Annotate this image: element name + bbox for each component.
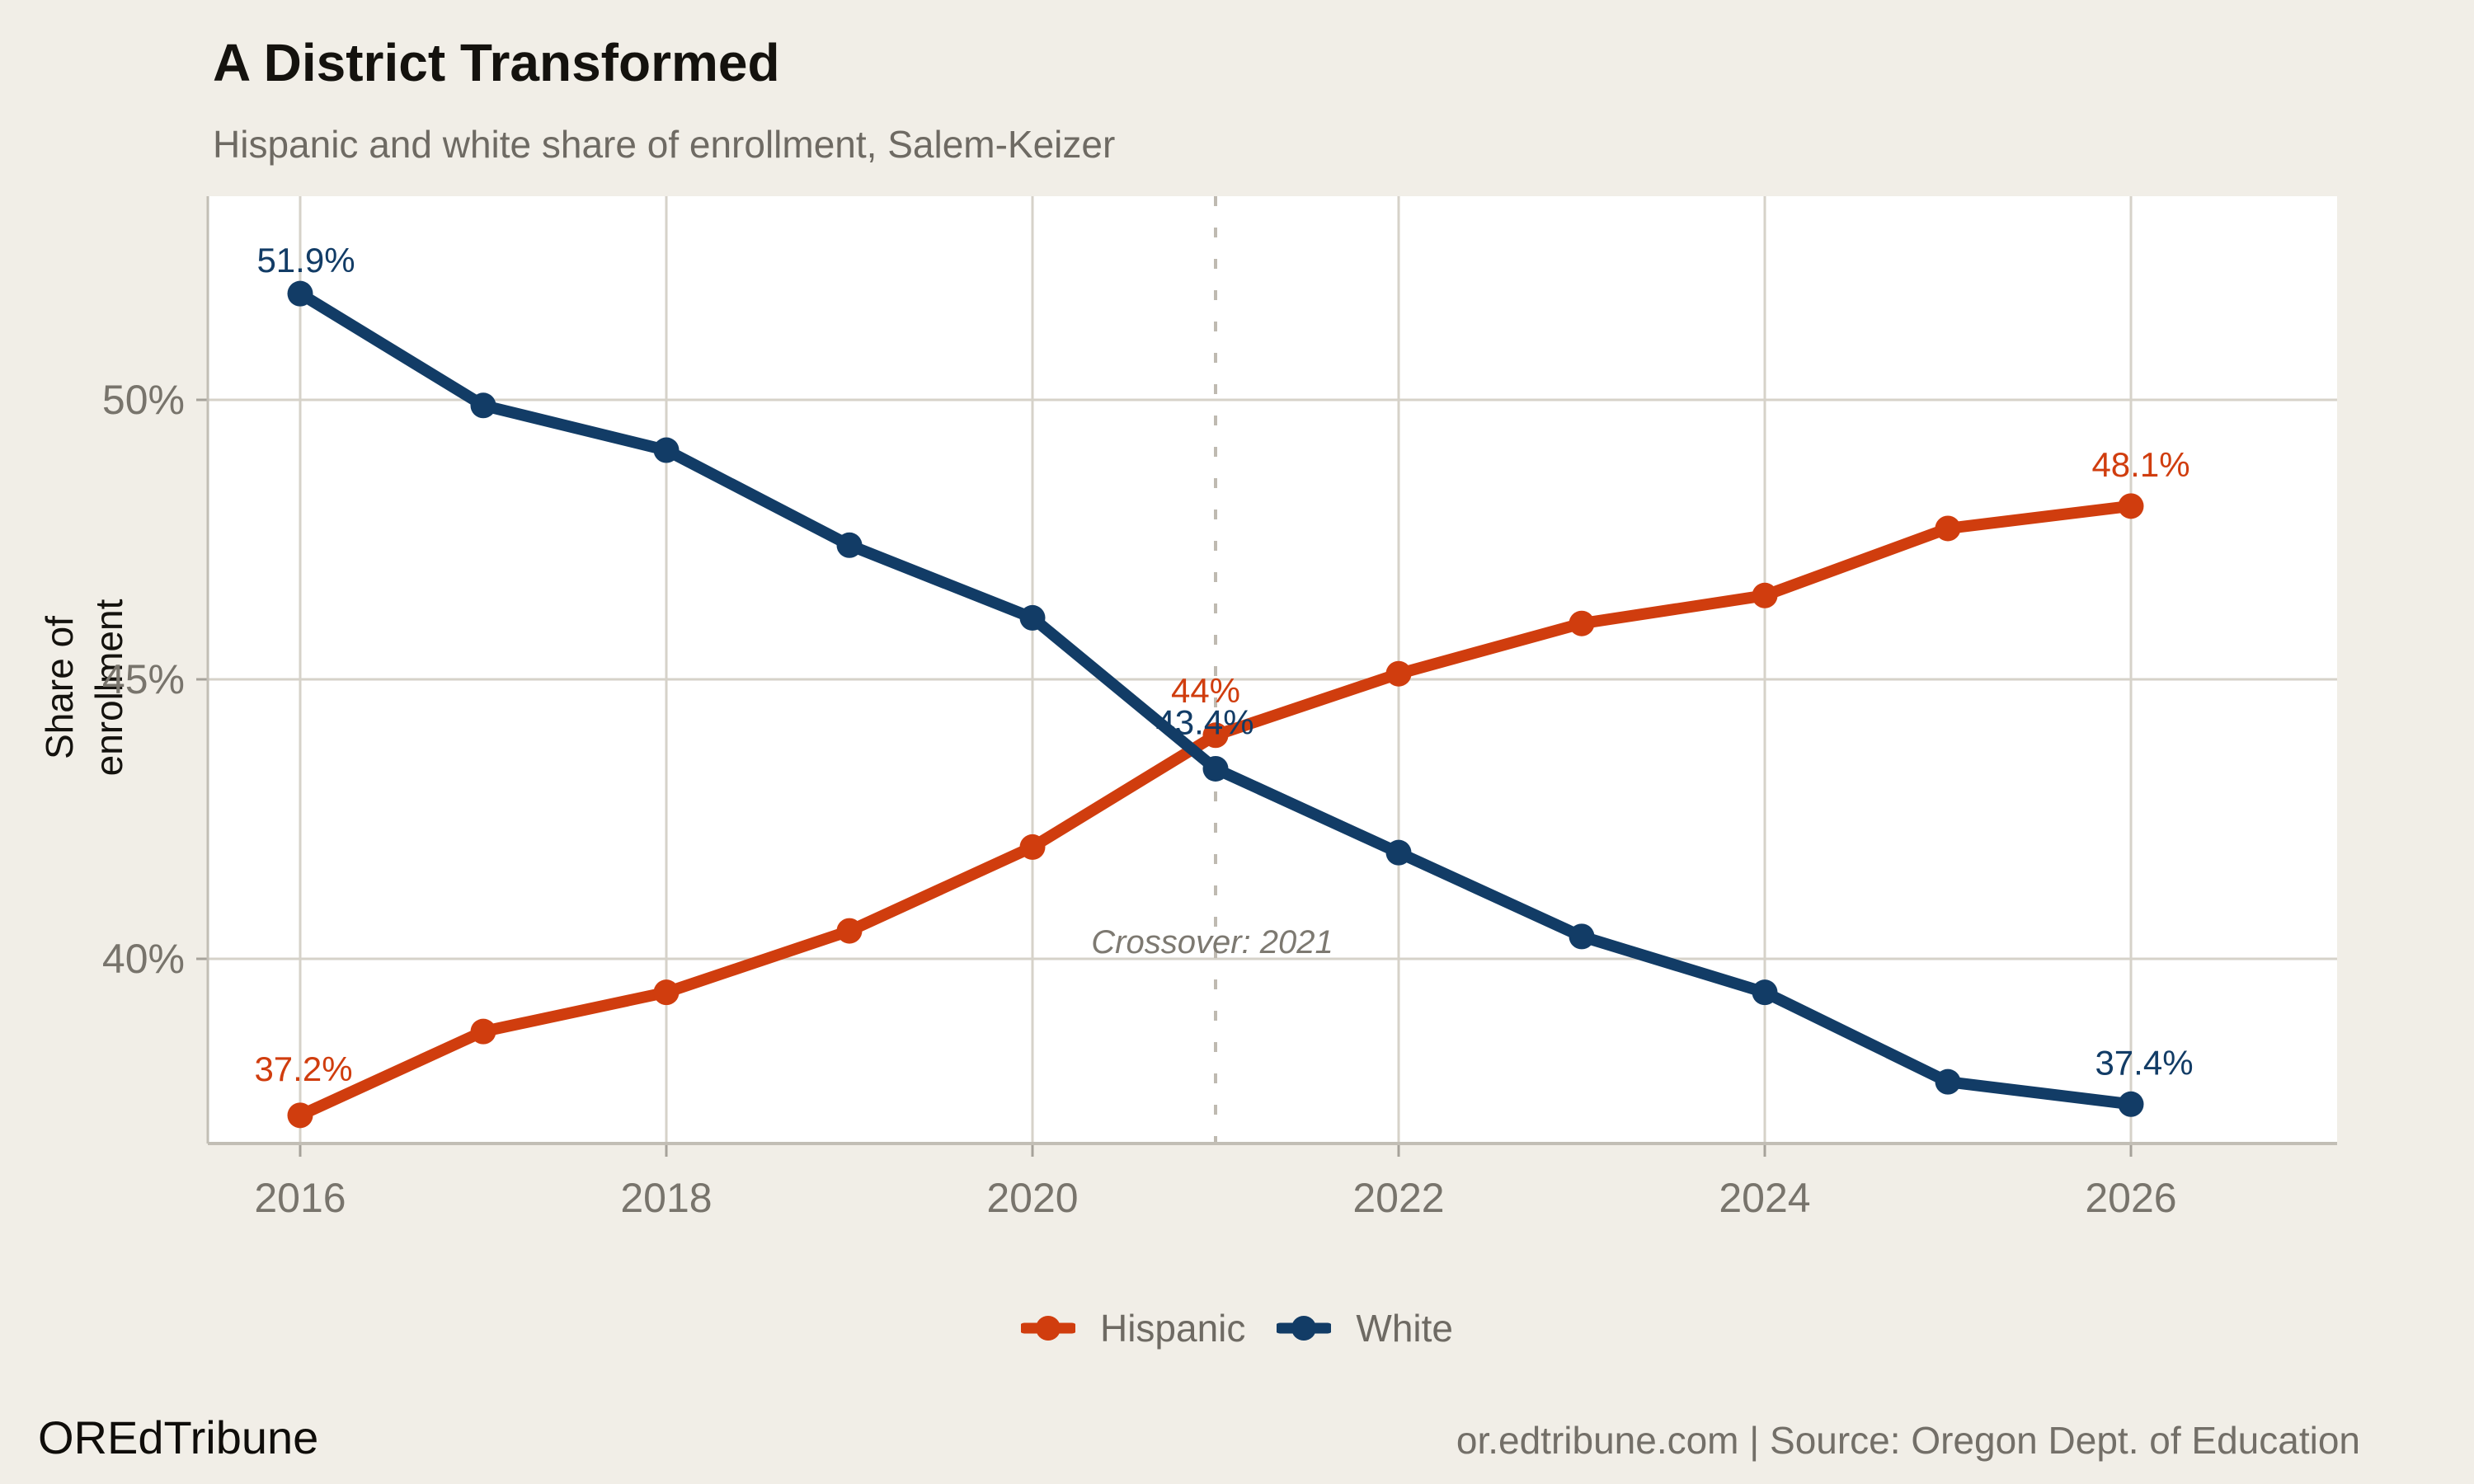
data-point-white-2026 [2118, 1091, 2144, 1117]
legend-label-hispanic: Hispanic [1099, 1307, 1246, 1350]
brand-wordmark: OREdTribune [38, 1411, 319, 1463]
data-point-hispanic-2026 [2118, 493, 2144, 519]
legend-marker-dot [1035, 1316, 1061, 1341]
y-axis-tick-label: 45% [102, 656, 185, 702]
data-point-hispanic-2025 [1935, 515, 1961, 542]
legend: Hispanic White [0, 1309, 2474, 1347]
x-axis-tick-label: 2026 [2085, 1175, 2176, 1221]
legend-label-white: White [1356, 1307, 1453, 1350]
data-point-white-2025 [1935, 1068, 1961, 1095]
legend-marker-dot [1291, 1316, 1317, 1341]
legend-item-white: White [1277, 1309, 1453, 1347]
value-label-white-2026: 37.4% [2095, 1043, 2193, 1082]
value-label-hispanic-2021: 44% [1171, 671, 1240, 710]
x-axis-tick-label: 2024 [1719, 1175, 1810, 1221]
crossover-annotation: Crossover: 2021 [1091, 924, 1333, 960]
x-axis-tick-label: 2022 [1352, 1175, 1444, 1221]
data-point-hispanic-2024 [1752, 582, 1778, 608]
source-attribution: or.edtribune.com | Source: Oregon Dept. … [1456, 1419, 2360, 1462]
data-point-white-2019 [836, 532, 863, 558]
legend-marker-white-icon [1277, 1316, 1332, 1341]
data-point-white-2020 [1019, 604, 1046, 631]
x-axis-tick-label: 2020 [986, 1175, 1078, 1221]
data-point-white-2017 [470, 392, 496, 419]
data-point-hispanic-2019 [836, 918, 863, 944]
legend-item-hispanic: Hispanic [1020, 1307, 1246, 1350]
y-axis-tick-label: 40% [102, 936, 185, 982]
data-point-white-2018 [653, 437, 680, 463]
value-label-hispanic-2016: 37.2% [254, 1050, 352, 1088]
data-point-hispanic-2018 [653, 979, 680, 1006]
data-point-hispanic-2022 [1385, 660, 1412, 687]
chart-subtitle: Hispanic and white share of enrollment, … [213, 123, 1116, 166]
data-point-hispanic-2017 [470, 1018, 496, 1045]
data-point-hispanic-2023 [1569, 610, 1595, 636]
value-label-white-2021: 43.4% [1155, 702, 1253, 741]
data-point-white-2021 [1202, 755, 1229, 782]
data-point-white-2024 [1752, 979, 1778, 1006]
data-point-white-2016 [287, 280, 313, 307]
legend-marker-hispanic-icon [1020, 1316, 1075, 1341]
value-label-white-2016: 51.9% [256, 241, 355, 279]
data-point-hispanic-2016 [287, 1102, 313, 1129]
plot-area [208, 196, 2337, 1144]
value-label-hispanic-2026: 48.1% [2091, 445, 2189, 484]
data-point-hispanic-2020 [1019, 834, 1046, 860]
x-axis-tick-label: 2016 [254, 1175, 346, 1221]
data-point-white-2023 [1569, 923, 1595, 950]
chart-title: A District Transformed [213, 33, 780, 92]
x-axis-tick-label: 2018 [620, 1175, 712, 1221]
data-point-white-2022 [1385, 839, 1412, 866]
y-axis-tick-label: 50% [102, 377, 185, 423]
data-point-hispanic-2021 [1202, 722, 1229, 749]
